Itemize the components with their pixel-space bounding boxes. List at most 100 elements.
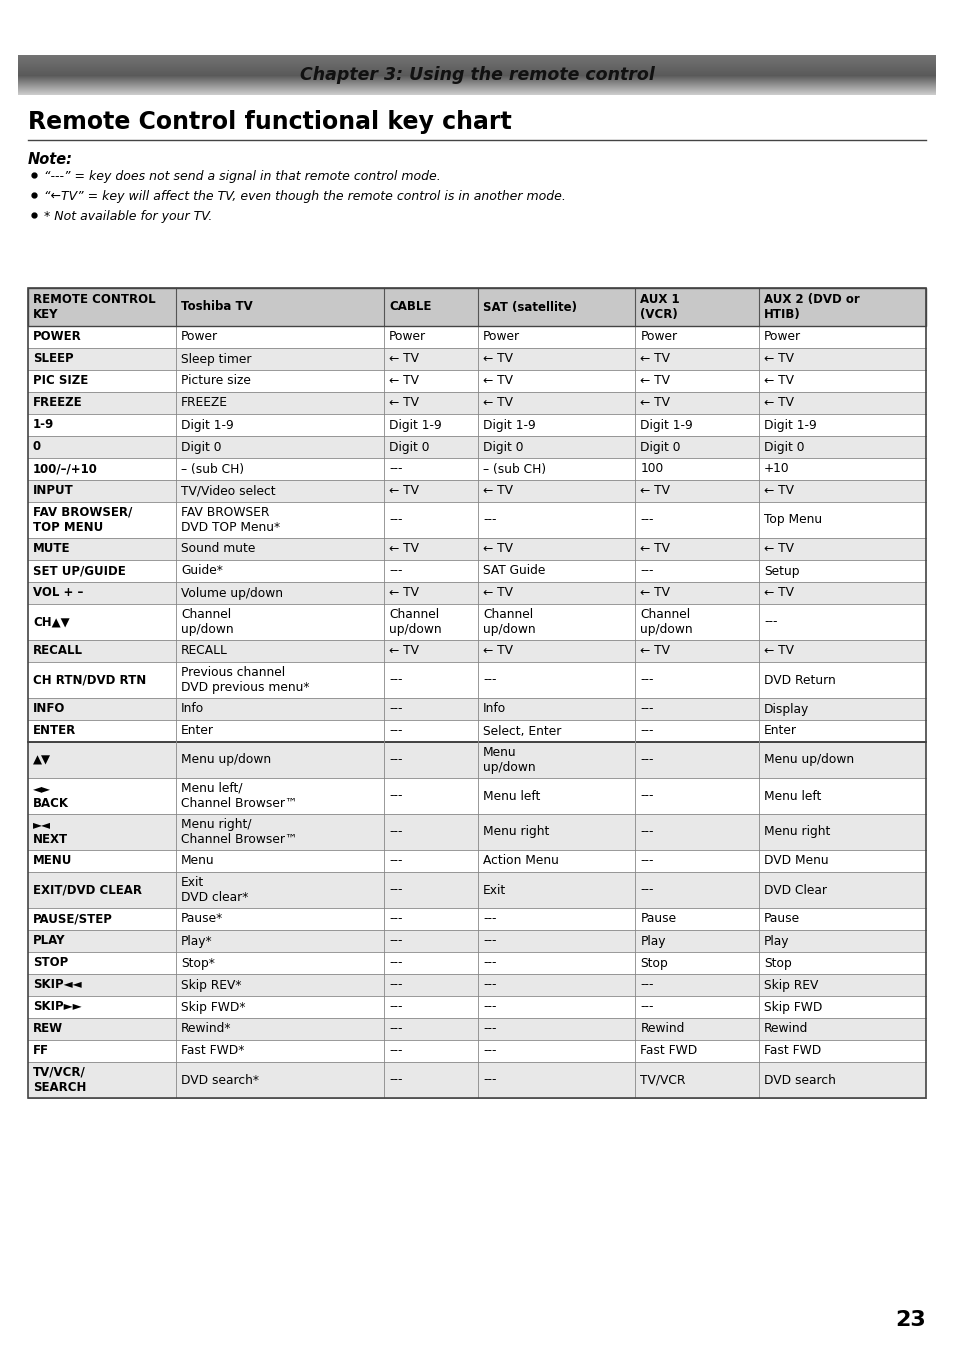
Text: ---: ---: [389, 884, 402, 896]
Text: CH▲▼: CH▲▼: [33, 616, 70, 628]
Text: Exit: Exit: [482, 884, 506, 896]
Bar: [28, 1062, 925, 1098]
Text: FF: FF: [33, 1044, 49, 1057]
Text: Menu left/
Channel Browser™: Menu left/ Channel Browser™: [181, 781, 297, 810]
Bar: [28, 850, 925, 872]
Text: ← TV: ← TV: [639, 586, 670, 600]
Bar: [28, 436, 925, 458]
Text: ← TV: ← TV: [389, 397, 418, 409]
Text: SAT Guide: SAT Guide: [482, 565, 545, 578]
Text: ← TV: ← TV: [482, 543, 513, 555]
Text: ---: ---: [482, 956, 496, 969]
Bar: [28, 909, 925, 930]
Text: DVD search: DVD search: [763, 1074, 835, 1086]
Text: – (sub CH): – (sub CH): [482, 463, 545, 475]
Text: ---: ---: [639, 979, 653, 991]
Text: SKIP►►: SKIP►►: [33, 1001, 82, 1014]
Text: ---: ---: [763, 616, 777, 628]
Bar: [28, 288, 925, 326]
Text: RECALL: RECALL: [181, 645, 228, 658]
Bar: [28, 930, 925, 952]
Text: ← TV: ← TV: [639, 645, 670, 658]
Text: ← TV: ← TV: [639, 543, 670, 555]
Text: ---: ---: [389, 913, 402, 926]
Text: Power: Power: [639, 330, 677, 344]
Bar: [28, 288, 925, 326]
Text: REW: REW: [33, 1022, 63, 1036]
Text: MENU: MENU: [33, 854, 72, 868]
Bar: [28, 348, 925, 370]
Text: Pause*: Pause*: [181, 913, 223, 926]
Text: Play: Play: [639, 934, 665, 948]
Text: Skip REV: Skip REV: [763, 979, 818, 991]
Text: Stop: Stop: [763, 956, 791, 969]
Text: ENTER: ENTER: [33, 724, 76, 738]
Text: Menu left: Menu left: [482, 789, 539, 803]
Text: Setup: Setup: [763, 565, 799, 578]
Text: FAV BROWSER
DVD TOP Menu*: FAV BROWSER DVD TOP Menu*: [181, 506, 280, 535]
Text: Info: Info: [181, 703, 204, 715]
Text: ← TV: ← TV: [763, 586, 793, 600]
Text: INFO: INFO: [33, 703, 66, 715]
Text: Digit 1-9: Digit 1-9: [639, 418, 693, 432]
Bar: [28, 326, 925, 348]
Bar: [28, 1018, 925, 1040]
Text: STOP: STOP: [33, 956, 69, 969]
Text: ---: ---: [639, 724, 653, 738]
Bar: [28, 582, 925, 604]
Text: INPUT: INPUT: [33, 485, 73, 497]
Text: Digit 1-9: Digit 1-9: [389, 418, 441, 432]
Text: Remote Control functional key chart: Remote Control functional key chart: [28, 110, 511, 134]
Text: 23: 23: [894, 1311, 925, 1330]
Bar: [28, 414, 925, 436]
Text: – (sub CH): – (sub CH): [181, 463, 244, 475]
Text: Digit 0: Digit 0: [763, 440, 803, 454]
Text: TV/VCR: TV/VCR: [639, 1074, 685, 1086]
Text: ---: ---: [639, 1001, 653, 1014]
Text: Power: Power: [181, 330, 218, 344]
Text: Digit 0: Digit 0: [389, 440, 429, 454]
Bar: [28, 779, 925, 814]
Text: ← TV: ← TV: [482, 485, 513, 497]
Text: SKIP◄◄: SKIP◄◄: [33, 979, 82, 991]
Text: ---: ---: [389, 1044, 402, 1057]
Text: Pause: Pause: [763, 913, 800, 926]
Bar: [28, 604, 925, 640]
Text: ← TV: ← TV: [389, 375, 418, 387]
Text: ---: ---: [639, 854, 653, 868]
Text: ---: ---: [639, 673, 653, 686]
Text: ---: ---: [389, 956, 402, 969]
Text: FREEZE: FREEZE: [181, 397, 228, 409]
Text: ← TV: ← TV: [482, 375, 513, 387]
Text: ← TV: ← TV: [763, 375, 793, 387]
Bar: [28, 481, 925, 502]
Text: Info: Info: [482, 703, 506, 715]
Text: Stop: Stop: [639, 956, 667, 969]
Text: Action Menu: Action Menu: [482, 854, 558, 868]
Text: Enter: Enter: [763, 724, 797, 738]
Text: Sleep timer: Sleep timer: [181, 352, 252, 366]
Text: DVD Clear: DVD Clear: [763, 884, 826, 896]
Text: ►◄
NEXT: ►◄ NEXT: [33, 818, 68, 846]
Text: ---: ---: [389, 1074, 402, 1086]
Text: ← TV: ← TV: [763, 397, 793, 409]
Text: Menu: Menu: [181, 854, 214, 868]
Text: MUTE: MUTE: [33, 543, 71, 555]
Text: Fast FWD: Fast FWD: [639, 1044, 697, 1057]
Text: Power: Power: [482, 330, 519, 344]
Text: Stop*: Stop*: [181, 956, 214, 969]
Text: ← TV: ← TV: [763, 485, 793, 497]
Text: Channel
up/down: Channel up/down: [181, 608, 233, 636]
Text: ---: ---: [389, 1022, 402, 1036]
Text: Fast FWD: Fast FWD: [763, 1044, 821, 1057]
Text: 100/–/+10: 100/–/+10: [33, 463, 98, 475]
Bar: [28, 561, 925, 582]
Text: ---: ---: [389, 1001, 402, 1014]
Text: ---: ---: [389, 789, 402, 803]
Text: Fast FWD*: Fast FWD*: [181, 1044, 244, 1057]
Text: Play: Play: [763, 934, 789, 948]
Text: ---: ---: [389, 934, 402, 948]
Text: AUX 2 (DVD or
HTIB): AUX 2 (DVD or HTIB): [763, 292, 859, 321]
Text: PLAY: PLAY: [33, 934, 66, 948]
Text: Select, Enter: Select, Enter: [482, 724, 560, 738]
